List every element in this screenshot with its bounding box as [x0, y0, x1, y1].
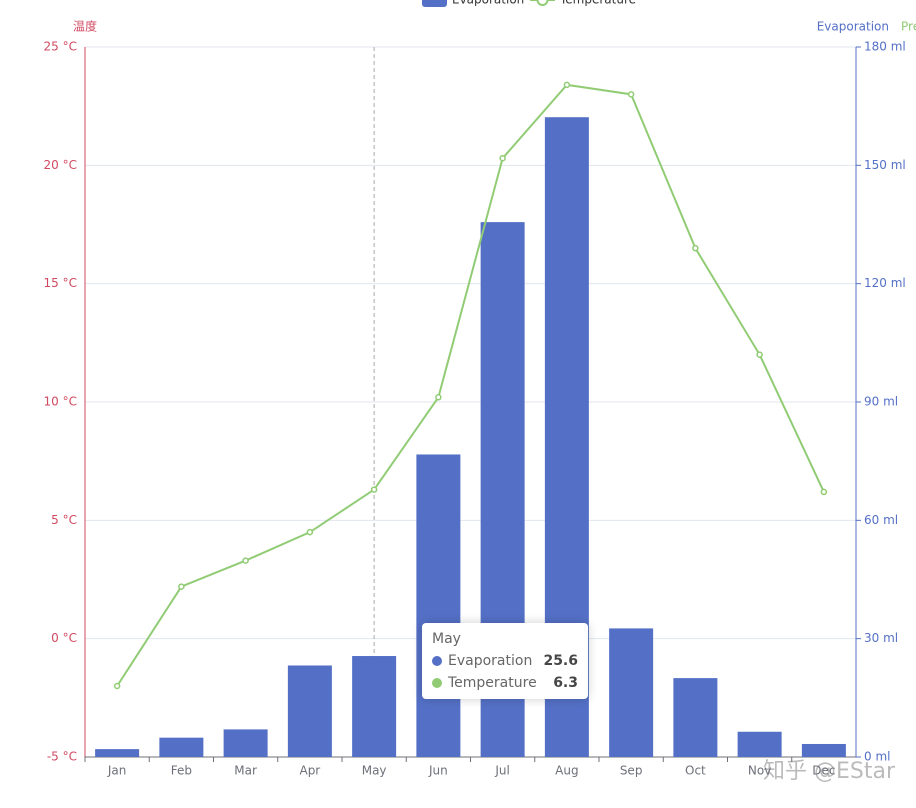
bar: [352, 656, 397, 757]
point: [692, 244, 699, 252]
point: [113, 682, 121, 690]
bar: [416, 454, 461, 757]
tooltip-value: 25.6: [543, 653, 578, 669]
legend-label: Temperature: [559, 0, 636, 7]
x-tick-label: Oct: [685, 764, 706, 778]
point: [435, 394, 442, 401]
x-tick-label: Sep: [620, 764, 643, 778]
tooltip-row: Temperature 6.3: [432, 675, 578, 691]
y2-tick-label: 120 ml: [864, 276, 906, 290]
point: [563, 81, 571, 89]
watermark: 知乎 @EStar: [763, 759, 896, 784]
y2-tick-label: 90 ml: [864, 395, 898, 409]
y-tick-label: 0 °C: [51, 631, 77, 645]
y3-axis-name: Pre: [901, 20, 916, 34]
point: [370, 486, 378, 493]
bar: [287, 665, 332, 757]
x-tick-label: Feb: [171, 764, 192, 778]
tooltip-title: May: [432, 631, 461, 647]
y-tick-label: 15 °C: [44, 276, 77, 290]
bar: [673, 678, 718, 757]
y-tick-label: -5 °C: [47, 750, 77, 764]
y2-tick-label: 0 ml: [864, 750, 890, 764]
y2-tick-label: 150 ml: [864, 158, 906, 172]
x-tick-label: Aug: [555, 764, 578, 778]
bar: [801, 743, 846, 757]
bar: [609, 628, 654, 757]
y-tick-label: 5 °C: [51, 513, 77, 527]
point: [499, 154, 506, 162]
y-tick-label: 10 °C: [44, 395, 77, 409]
x-tick-label: May: [362, 764, 387, 778]
bar: [223, 729, 268, 757]
y-tick-label: 25 °C: [44, 40, 77, 54]
legend-swatch: [536, 0, 549, 6]
y2-tick-label: 30 ml: [864, 631, 898, 645]
bar: [737, 731, 782, 757]
x-tick-label: Nov: [748, 764, 771, 778]
x-tick-label: Jun: [428, 764, 448, 778]
x-tick-label: Apr: [299, 764, 320, 778]
bar: [95, 749, 140, 757]
y2-tick-label: 60 ml: [864, 513, 898, 527]
x-tick-label: Dec: [812, 764, 835, 778]
point: [756, 351, 763, 358]
legend-label: Evaporation: [452, 0, 524, 7]
bar: [159, 737, 204, 757]
tooltip-value: 6.3: [553, 675, 578, 691]
y2-axis-name: Evaporation: [817, 20, 889, 34]
x-tick-label: Jan: [107, 764, 127, 778]
tooltip-name: Temperature: [448, 675, 537, 691]
point: [306, 528, 314, 536]
point: [178, 583, 185, 590]
tooltip: May Evaporation 25.6 Temperature 6.3: [422, 623, 588, 699]
y-axis-name: 温度: [73, 19, 97, 34]
tooltip-name: Evaporation: [448, 653, 533, 669]
tooltip-row: Evaporation 25.6: [432, 653, 578, 669]
x-tick-label: Jul: [494, 764, 509, 778]
x-tick-label: Mar: [234, 764, 257, 778]
point: [242, 557, 249, 564]
y-tick-label: 20 °C: [44, 158, 77, 172]
point: [627, 91, 635, 98]
y2-tick-label: 180 ml: [864, 40, 906, 54]
legend-swatch: [422, 0, 447, 7]
point: [820, 488, 828, 496]
line: [116, 83, 825, 687]
